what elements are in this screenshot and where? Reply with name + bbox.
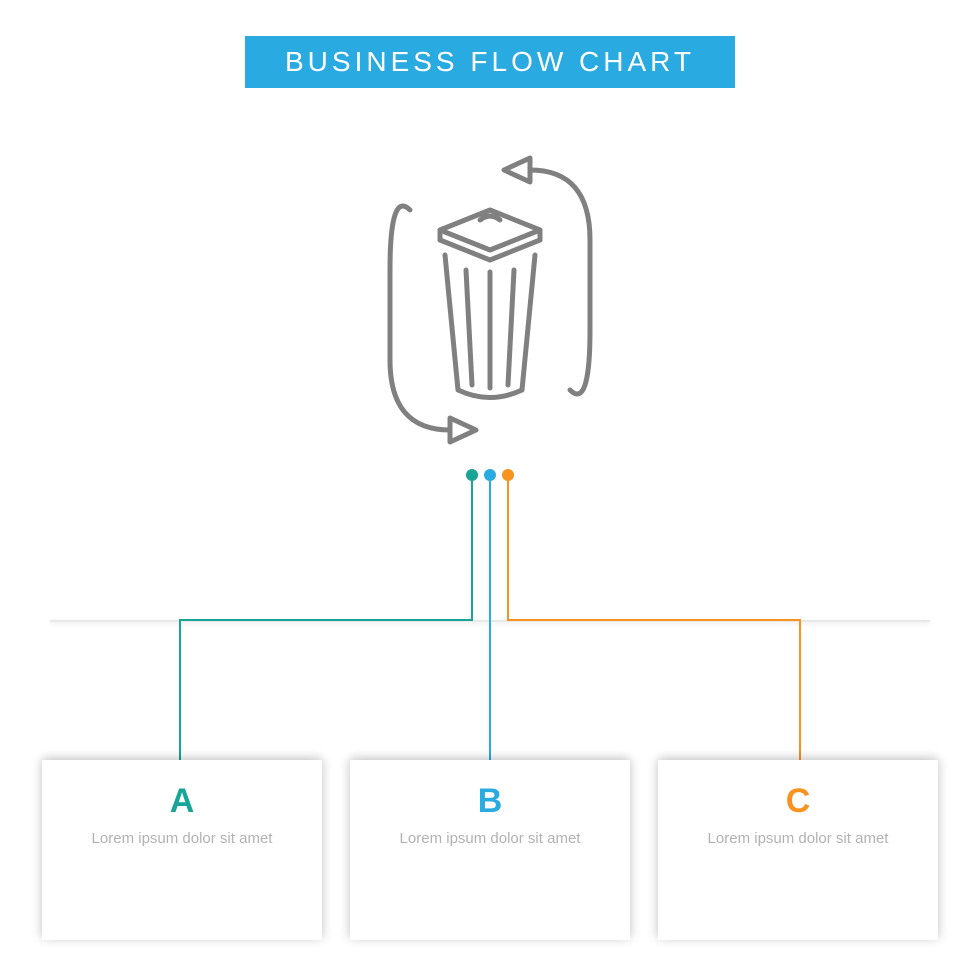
recycle-bin-icon bbox=[340, 140, 640, 460]
step-letter: C bbox=[658, 782, 938, 821]
step-body: Lorem ipsum dolor sit amet bbox=[350, 829, 630, 849]
step-cards-row: A Lorem ipsum dolor sit amet B Lorem ipsum … bbox=[0, 760, 980, 940]
step-body: Lorem ipsum dolor sit amet bbox=[42, 829, 322, 849]
step-card: A Lorem ipsum dolor sit amet bbox=[42, 760, 322, 940]
connector-start-dot bbox=[484, 469, 496, 481]
step-letter: B bbox=[350, 782, 630, 821]
step-letter: A bbox=[42, 782, 322, 821]
title-text: BUSINESS FLOW CHART bbox=[285, 46, 695, 77]
step-card: C Lorem ipsum dolor sit amet bbox=[658, 760, 938, 940]
title-banner: BUSINESS FLOW CHART bbox=[245, 36, 735, 88]
connector-start-dot bbox=[502, 469, 514, 481]
step-body: Lorem ipsum dolor sit amet bbox=[658, 829, 938, 849]
connector-shelf bbox=[50, 620, 930, 622]
connector-start-dot bbox=[466, 469, 478, 481]
step-card: B Lorem ipsum dolor sit amet bbox=[350, 760, 630, 940]
